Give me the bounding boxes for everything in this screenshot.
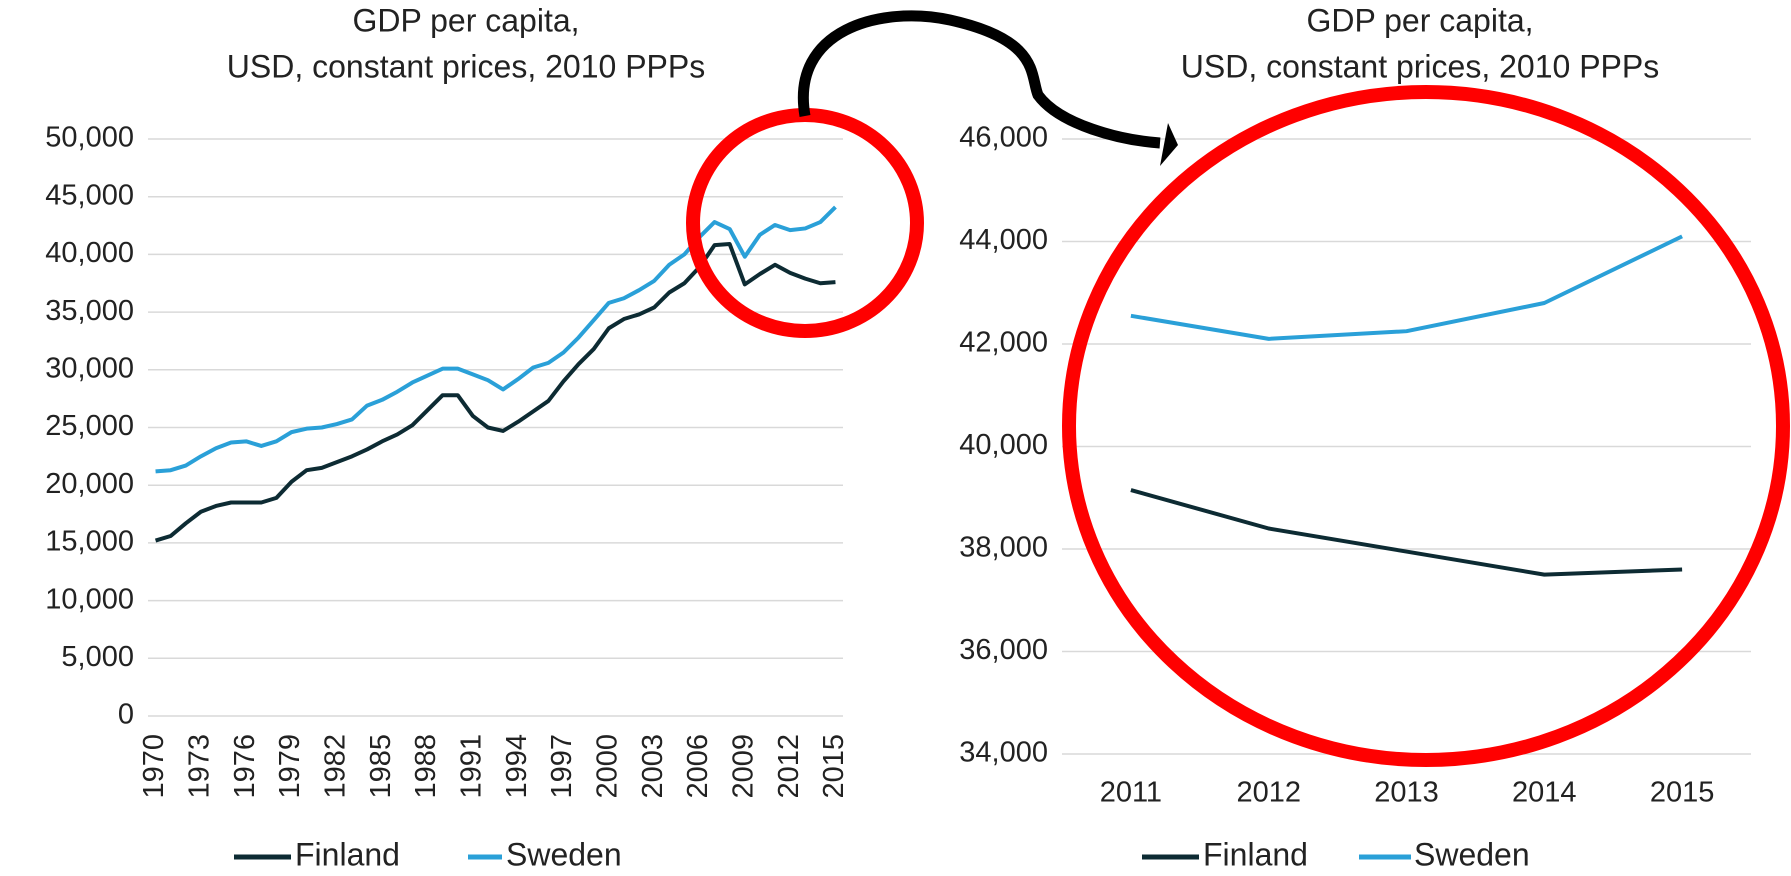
y-tick-label: 45,000 — [45, 179, 134, 211]
y-tick-label: 20,000 — [45, 468, 134, 500]
y-tick-label: 38,000 — [959, 532, 1048, 564]
x-tick-label: 1973 — [184, 734, 216, 799]
highlight-circle — [686, 108, 924, 338]
series-line — [1130, 488, 1683, 577]
arrow-head — [1160, 123, 1178, 166]
series-line — [154, 242, 836, 543]
x-tick-label: 1994 — [501, 734, 533, 799]
zoom-arrow — [797, 10, 1161, 149]
x-tick-label: 2003 — [637, 734, 669, 799]
y-tick-label: 30,000 — [45, 352, 134, 384]
chart-title: GDP per capita, — [1306, 2, 1533, 38]
legend-label: Finland — [295, 836, 400, 872]
x-tick-label: 1985 — [365, 734, 397, 799]
y-tick-label: 15,000 — [45, 526, 134, 558]
x-tick-label: 2014 — [1512, 777, 1577, 809]
y-tick-label: 5,000 — [61, 641, 134, 673]
x-tick-label: 2000 — [591, 734, 623, 799]
x-tick-label: 2015 — [818, 734, 850, 799]
x-tick-label: 1997 — [546, 734, 578, 799]
y-tick-label: 40,000 — [45, 237, 134, 269]
x-tick-label: 2013 — [1374, 777, 1439, 809]
series-line — [155, 205, 837, 474]
y-tick-label: 25,000 — [45, 410, 134, 442]
x-tick-label: 1979 — [274, 734, 306, 799]
y-tick-label: 36,000 — [959, 634, 1048, 666]
y-tick-label: 34,000 — [959, 737, 1048, 769]
chart-subtitle: USD, constant prices, 2010 PPPs — [227, 48, 705, 84]
legend-label: Finland — [1203, 836, 1308, 872]
y-tick-label: 42,000 — [959, 327, 1048, 359]
x-tick-label: 1988 — [410, 734, 442, 799]
y-tick-label: 46,000 — [959, 122, 1048, 154]
series-line — [1130, 234, 1683, 341]
x-tick-label: 2012 — [1236, 777, 1301, 809]
x-tick-label: 2011 — [1100, 777, 1162, 809]
x-tick-label: 1976 — [229, 734, 261, 799]
chart-title: GDP per capita, — [352, 2, 579, 38]
x-tick-label: 1970 — [138, 734, 170, 799]
x-tick-label: 2006 — [682, 734, 714, 799]
y-tick-label: 35,000 — [45, 295, 134, 327]
charts: GDP per capita, USD, constant prices, 201… — [45, 2, 1751, 872]
chart-subtitle: USD, constant prices, 2010 PPPs — [1181, 48, 1659, 84]
y-tick-label: 44,000 — [959, 224, 1048, 256]
x-tick-label: 1982 — [320, 734, 352, 799]
x-tick-label: 1991 — [455, 734, 487, 799]
legend-label: Sweden — [1414, 836, 1530, 872]
x-tick-label: 2015 — [1650, 777, 1715, 809]
y-tick-label: 50,000 — [45, 122, 134, 154]
y-tick-label: 0 — [118, 699, 134, 731]
y-tick-label: 40,000 — [959, 429, 1048, 461]
zoom-circle — [1062, 85, 1790, 767]
x-tick-label: 2012 — [773, 734, 805, 799]
y-tick-label: 10,000 — [45, 583, 134, 615]
legend-label: Sweden — [506, 836, 622, 872]
x-tick-label: 2009 — [727, 734, 759, 799]
